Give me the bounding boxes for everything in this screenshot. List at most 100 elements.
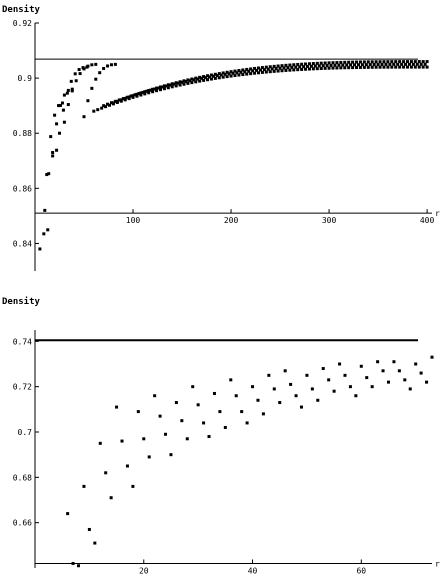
data-point [121,97,125,101]
x-tick-label: 100 [126,216,141,225]
data-points-bottom [66,355,434,568]
x-tick-label: 60 [356,566,366,575]
data-point [70,89,74,93]
data-point [133,93,137,97]
data-point [278,66,282,70]
data-point [55,122,59,126]
data-point [351,66,355,70]
data-point [196,403,200,407]
data-point [100,106,104,110]
data-point [253,66,257,70]
data-point [225,70,229,74]
data-point [186,81,190,85]
data-point [362,60,366,64]
data-point [198,75,202,79]
data-point [69,79,73,83]
chart-density-bottom: Density r 204060800.660.680.70.720.74 [2,296,440,575]
data-point [204,76,208,80]
data-point [191,385,195,389]
data-point [386,380,390,384]
data-point [49,135,53,139]
data-point [319,61,323,65]
data-point [331,61,335,65]
data-point [256,71,260,75]
data-point [331,66,335,70]
data-point [343,66,347,70]
data-point [223,72,227,76]
data-point [351,60,355,64]
data-point [229,378,233,382]
data-point [207,75,211,79]
data-point [283,369,287,373]
data-point [304,67,308,71]
data-point [276,64,280,68]
data-point [86,64,90,68]
data-point [374,65,378,69]
data-point [366,65,370,69]
data-point [170,82,174,86]
data-point [92,109,96,113]
data-point [421,60,425,64]
data-point [368,63,372,67]
data-point [249,67,253,71]
data-point [217,72,221,76]
data-point [65,91,69,95]
data-point [359,364,363,368]
data-point [381,369,385,373]
data-point [251,385,255,389]
data-point [294,65,298,69]
data-point [102,66,106,70]
data-point [66,88,70,92]
y-tick-label: 0.86 [13,184,32,193]
data-point [90,86,94,90]
data-point [90,63,94,67]
data-point [323,66,327,70]
data-point [400,62,404,66]
data-point [284,68,288,72]
data-point [343,373,347,377]
data-point [60,101,64,105]
data-point [158,88,162,92]
data-point [296,68,300,72]
data-point [212,391,216,395]
data-point [127,97,131,101]
data-point [364,63,368,67]
data-point [423,62,427,66]
data-point [333,63,337,67]
data-point [155,89,159,93]
data-point [365,376,369,380]
data-point [215,74,219,78]
data-point [139,93,143,97]
data-point [306,64,310,68]
data-point [272,387,276,391]
data-point [341,63,345,67]
data-point [408,387,412,391]
data-point [356,63,360,67]
data-point [292,63,296,67]
data-point [235,71,239,75]
data-point [178,80,182,84]
data-point [119,98,123,102]
data-point [251,69,255,73]
data-point [390,60,394,64]
x-tick-label: 20 [139,566,149,575]
data-point [305,373,309,377]
data-point [327,61,331,65]
data-point [272,69,276,73]
data-point [190,77,194,81]
data-point [170,85,174,89]
data-point [258,68,262,72]
data-point [345,63,349,67]
data-point [335,61,339,65]
x-axis-label-bottom: r [435,559,440,568]
data-point [174,401,178,405]
data-point [284,63,288,67]
data-point [425,60,429,64]
data-point [227,72,231,76]
data-point [280,69,284,73]
data-point [319,67,323,71]
data-point [104,471,108,475]
data-point [43,208,47,212]
data-point [245,421,249,425]
y-tick-label: 0.84 [13,239,32,248]
